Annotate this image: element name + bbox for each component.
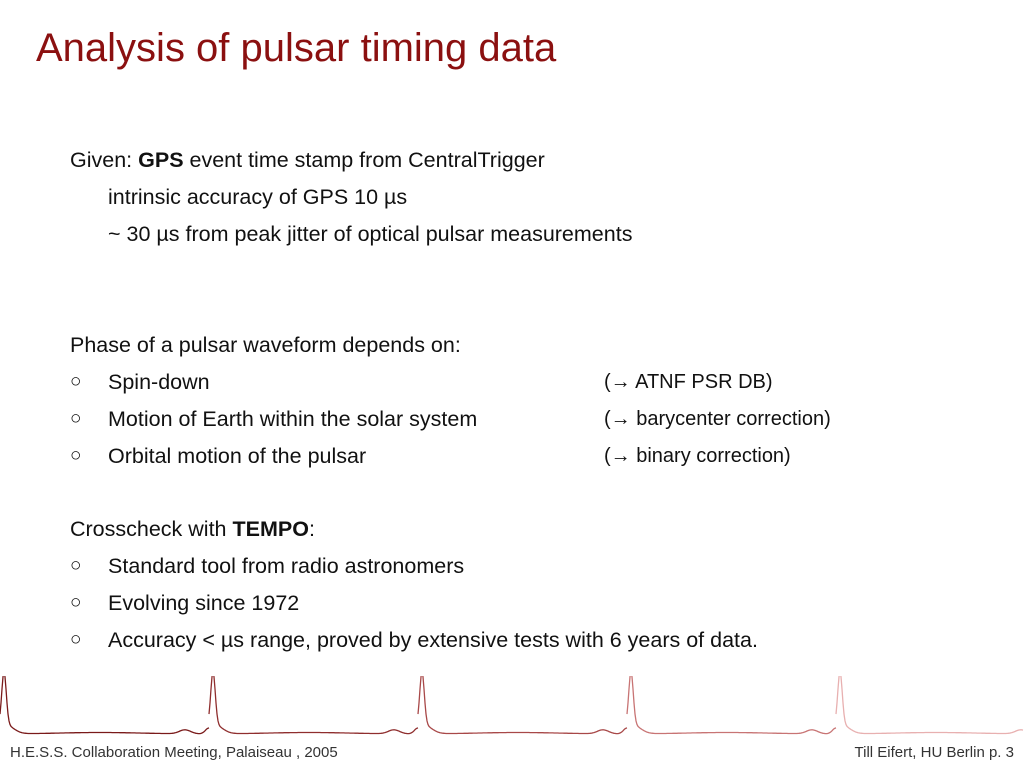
crosscheck-suffix: : [308,517,315,541]
footer-right: Till Eifert, HU Berlin p. 3 [854,744,1015,761]
phase-heading: Phase of a pulsar waveform depends on: [70,333,461,357]
slide-title: Analysis of pulsar timing data [36,26,557,70]
phase-item-2: Motion of Earth within the solar system [108,407,478,431]
crosscheck-prefix: Crosscheck with [70,517,233,541]
given-detail-2: ~ 30 µs from peak jitter of optical puls… [108,222,633,246]
bullet-icon: ○ [70,445,82,466]
given-line: Given: GPS event time stamp from Central… [70,148,545,173]
crosscheck-item-3: Accuracy < µs range, proved by extensive… [108,628,758,652]
bullet-icon: ○ [70,371,82,392]
phase-item-3: Orbital motion of the pulsar [108,444,367,468]
given-prefix: Given: [70,148,139,172]
bullet-icon: ○ [70,629,82,650]
waveform-segment [0,676,210,735]
pulsar-waveform-icon [0,676,1024,735]
phase-note-3: (→ binary correction) [604,445,791,467]
phase-note-2: (→ barycenter correction) [604,408,831,430]
waveform-segment [835,676,1024,735]
given-detail-1: intrinsic accuracy of GPS 10 µs [108,185,408,209]
crosscheck-heading: Crosscheck with TEMPO: [70,517,315,542]
crosscheck-item-2: Evolving since 1972 [108,591,300,615]
phase-note-1: (→ ATNF PSR DB) [604,371,773,393]
bullet-icon: ○ [70,408,82,429]
crosscheck-bold: TEMPO [232,517,309,541]
waveform-segment [626,676,837,735]
crosscheck-item-1: Standard tool from radio astronomers [108,554,465,578]
given-rest: event time stamp from CentralTrigger [183,148,545,172]
given-bold: GPS [138,148,184,172]
waveform-segment [208,676,419,735]
phase-item-1: Spin-down [108,370,210,394]
bullet-icon: ○ [70,592,82,613]
bullet-icon: ○ [70,555,82,576]
waveform-segment [417,676,628,735]
footer-left: H.E.S.S. Collaboration Meeting, Palaisea… [10,744,338,761]
